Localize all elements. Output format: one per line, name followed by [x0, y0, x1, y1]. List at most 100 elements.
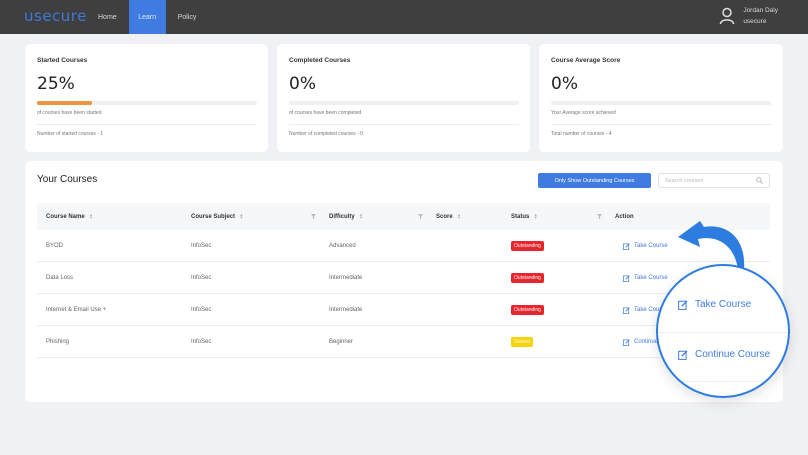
search-input[interactable]: Search courses [658, 173, 770, 188]
course-subject: InfoSec [191, 307, 212, 313]
progress-bar-fill [37, 101, 92, 105]
column-label: Course Name [46, 213, 85, 220]
filter-icon[interactable] [311, 214, 316, 219]
sort-icon[interactable]: ▴ ▾ [240, 211, 243, 221]
column-difficulty[interactable]: Difficulty ▴ ▾ [329, 203, 362, 230]
column-label: Score [436, 213, 453, 220]
action-label: Take Course [634, 307, 668, 313]
card-footer: Number of completed courses - 0 [289, 131, 363, 137]
nav-policy[interactable]: Policy [177, 13, 197, 21]
nav-home[interactable]: Home [98, 13, 117, 21]
card-description: of courses have been started [37, 110, 102, 116]
column-label: Status [511, 213, 530, 220]
card-value: 25% [37, 74, 75, 94]
user-icon [720, 7, 735, 25]
section-title: Your Courses [37, 174, 98, 185]
sort-icon[interactable]: ▴ ▾ [457, 211, 461, 221]
edit-icon [623, 242, 630, 250]
magnifier-callout: Take Course Continue Course [656, 264, 790, 398]
average-score-card: Course Average Score 0% Your Average sco… [539, 44, 783, 152]
column-action: Action [615, 203, 634, 230]
take-course-link[interactable]: Take Course [623, 262, 668, 294]
status-badge: Outstanding [511, 273, 544, 283]
search-icon[interactable] [756, 177, 763, 184]
edit-icon [623, 338, 630, 346]
table-row: Internet & Email Use + InfoSec Intermedi… [37, 294, 770, 326]
user-org: usecure [743, 18, 767, 25]
status-badge: Started [511, 337, 534, 347]
search-placeholder: Search courses [665, 177, 704, 184]
divider [551, 124, 771, 125]
filter-icon[interactable] [418, 214, 423, 219]
course-status: Started [511, 326, 534, 358]
course-difficulty: Intermediate [329, 275, 363, 281]
user-info: Jordan Daly usecure [743, 5, 778, 27]
card-description: of courses have been completed [289, 110, 362, 116]
edit-icon [678, 350, 688, 360]
card-footer: Number of started courses - 1 [37, 131, 104, 137]
card-title: Completed Courses [289, 57, 351, 64]
action-label: Take Course [695, 299, 752, 310]
column-course-name[interactable]: Course Name ▴ ▾ [46, 203, 92, 230]
edit-icon [623, 274, 630, 282]
card-description: Your Average score achieved [551, 110, 616, 116]
card-title: Started Courses [37, 57, 88, 64]
course-subject: InfoSec [191, 243, 212, 249]
course-name: Phishing [46, 339, 70, 345]
course-status: Outstanding [511, 294, 544, 326]
table-row: Data Loss InfoSec Intermediate Outstandi… [37, 262, 770, 294]
column-label: Difficulty [329, 213, 355, 220]
completed-courses-card: Completed Courses 0% of courses have bee… [277, 44, 530, 152]
edit-icon [623, 306, 630, 314]
table-row: BYOD InfoSec Advanced Outstanding Take C… [37, 230, 770, 262]
progress-bar [551, 101, 771, 105]
course-subject: InfoSec [191, 339, 212, 345]
nav-learn[interactable]: Learn [128, 0, 166, 34]
curved-arrow-icon [678, 221, 745, 269]
status-badge: Outstanding [511, 305, 544, 315]
course-name: Internet & Email Use + [46, 307, 107, 313]
course-status: Outstanding [511, 262, 544, 294]
action-label: Take Course [634, 243, 668, 249]
take-course-link[interactable]: Take Course [623, 230, 668, 262]
user-name: Jordan Daly [743, 7, 778, 14]
user-menu[interactable]: Jordan Daly usecure [719, 5, 778, 27]
course-name: Data Loss [46, 275, 74, 281]
table-header: Course Name ▴ ▾ Course Subject ▴ ▾ Difficu… [37, 203, 770, 230]
column-status[interactable]: Status ▴ ▾ [511, 203, 537, 230]
sort-icon[interactable]: ▴ ▾ [359, 211, 363, 221]
top-navigation-bar: usecure Home Learn Policy Jordan Daly us… [0, 0, 808, 34]
course-difficulty: Advanced [329, 243, 356, 249]
main-nav: Home Learn Policy [88, 0, 206, 34]
progress-bar [289, 101, 519, 105]
only-show-outstanding-button[interactable]: Only Show Outstanding Courses [538, 173, 651, 188]
card-value: 0% [551, 74, 578, 94]
card-footer: Total number of courses - 4 [551, 131, 612, 137]
course-name: BYOD [46, 243, 64, 249]
divider [289, 124, 519, 125]
sort-icon[interactable]: ▴ ▾ [534, 211, 537, 221]
column-score[interactable]: Score ▴ ▾ [436, 203, 460, 230]
your-courses-panel: Your Courses Only Show Outstanding Cours… [25, 161, 783, 402]
course-status: Outstanding [511, 230, 544, 262]
usecure-logo[interactable]: usecure [24, 7, 87, 25]
started-courses-card: Started Courses 25% of courses have been… [25, 44, 268, 152]
take-course-link[interactable]: Take Course [623, 294, 668, 326]
course-subject: InfoSec [191, 275, 212, 281]
status-badge: Outstanding [511, 241, 544, 251]
edit-icon [678, 300, 688, 310]
divider [658, 381, 788, 382]
column-course-subject[interactable]: Course Subject ▴ ▾ [191, 203, 243, 230]
course-difficulty: Beginner [329, 339, 354, 345]
magnified-continue-course[interactable]: Continue Course [678, 349, 770, 360]
sort-icon[interactable]: ▴ ▾ [89, 211, 93, 221]
filter-icon[interactable] [597, 214, 602, 219]
column-label: Action [615, 213, 634, 220]
action-label: Take Course [634, 275, 668, 281]
magnified-take-course[interactable]: Take Course [678, 299, 751, 310]
action-label: Continue Course [695, 349, 771, 360]
card-value: 0% [289, 74, 316, 94]
column-label: Course Subject [191, 213, 236, 220]
course-difficulty: Intermediate [329, 307, 363, 313]
card-title: Course Average Score [551, 57, 621, 64]
